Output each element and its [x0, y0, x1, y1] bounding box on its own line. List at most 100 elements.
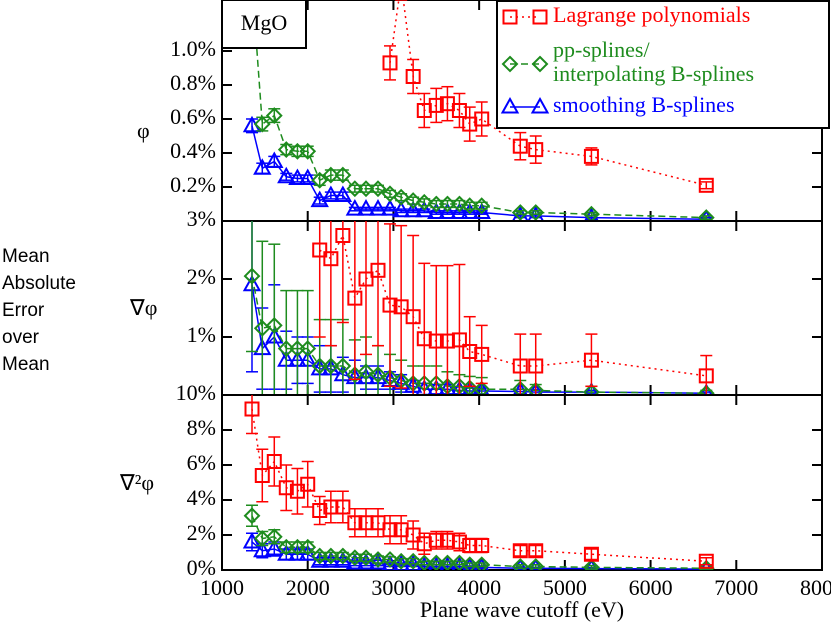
marker [451, 534, 467, 550]
marker [697, 209, 715, 221]
marker [427, 195, 445, 213]
legend-box [496, 0, 830, 129]
side-label: Mean [2, 246, 50, 267]
marker [265, 528, 283, 546]
y-tick-label: 0.8% [170, 70, 216, 95]
x-tick-label: 3000 [371, 575, 415, 600]
marker [322, 166, 340, 184]
marker [697, 559, 715, 570]
error-bar [246, 221, 258, 353]
error-bar [291, 541, 304, 554]
legend-label: smoothing B-splines [553, 92, 735, 117]
marker [277, 538, 295, 556]
y-tick-label: 6% [187, 450, 216, 475]
marker [511, 380, 529, 395]
marker [288, 168, 307, 185]
x-axis-label: Plane wave cutoff (eV) [420, 597, 624, 622]
marker [312, 242, 328, 258]
marker [346, 549, 364, 567]
error-bar [313, 221, 326, 338]
marker [311, 547, 329, 565]
y-tick-label: 1% [187, 322, 216, 347]
x-tick-label: 7000 [714, 575, 758, 600]
marker [369, 551, 387, 568]
error-bar [384, 515, 396, 545]
marker [311, 357, 329, 375]
error-bar [360, 508, 372, 538]
marker [405, 309, 421, 325]
marker [323, 251, 339, 267]
error-bar [463, 106, 476, 142]
error-bar [700, 181, 713, 190]
marker [583, 558, 600, 570]
marker [347, 515, 363, 531]
marker [428, 97, 444, 113]
marker [382, 297, 398, 313]
marker [528, 358, 544, 374]
marker [439, 554, 456, 570]
error-bar [372, 221, 384, 347]
error-bar [324, 490, 337, 524]
marker [347, 290, 363, 306]
error-bar [407, 234, 420, 395]
marker [527, 204, 545, 221]
marker [253, 115, 271, 133]
error-bar [324, 169, 337, 181]
legend-label: pp-splines/interpolating B-splines [553, 37, 754, 86]
marker [298, 168, 317, 185]
error-bar [453, 263, 466, 395]
y-axis-label: ∇²φ [119, 470, 154, 495]
marker [346, 180, 364, 198]
marker [583, 546, 599, 562]
marker [512, 138, 528, 154]
marker [473, 197, 491, 215]
legend-marker [500, 96, 520, 114]
legend-marker [502, 9, 518, 25]
error-bar [441, 264, 454, 395]
marker [357, 363, 375, 381]
marker [415, 554, 433, 570]
side-label: Mean [2, 354, 50, 375]
marker [473, 380, 490, 395]
marker [428, 532, 444, 548]
marker [357, 549, 375, 567]
y-tick-label: 8% [187, 415, 216, 440]
marker [381, 185, 399, 203]
x-tick-label: 1000 [200, 575, 244, 600]
legend-marker [501, 55, 519, 73]
error-bar [395, 515, 408, 545]
marker [322, 547, 340, 565]
error-bar [280, 172, 293, 181]
error-bar [372, 508, 384, 538]
marker [299, 538, 317, 556]
error-bar [441, 85, 454, 122]
legend-marker [532, 9, 548, 25]
marker [527, 558, 545, 570]
marker [415, 193, 433, 211]
marker [698, 368, 714, 384]
marker [265, 151, 284, 168]
error-bar [246, 395, 258, 435]
marker [528, 382, 543, 395]
marker [461, 380, 478, 395]
x-tick-label: 2000 [286, 575, 330, 600]
marker [335, 499, 351, 515]
marker [427, 554, 445, 570]
marker [333, 185, 353, 202]
marker [405, 527, 421, 543]
marker [299, 142, 317, 160]
marker [335, 228, 351, 243]
plot-area [242, 221, 715, 395]
marker [451, 554, 468, 570]
error-bar [700, 557, 713, 566]
marker [243, 267, 261, 285]
marker [472, 202, 491, 219]
marker [312, 503, 328, 518]
marker [278, 480, 294, 496]
error-bar [291, 145, 304, 158]
marker [427, 202, 446, 219]
error-bar [268, 436, 281, 487]
error-bar [430, 264, 443, 395]
